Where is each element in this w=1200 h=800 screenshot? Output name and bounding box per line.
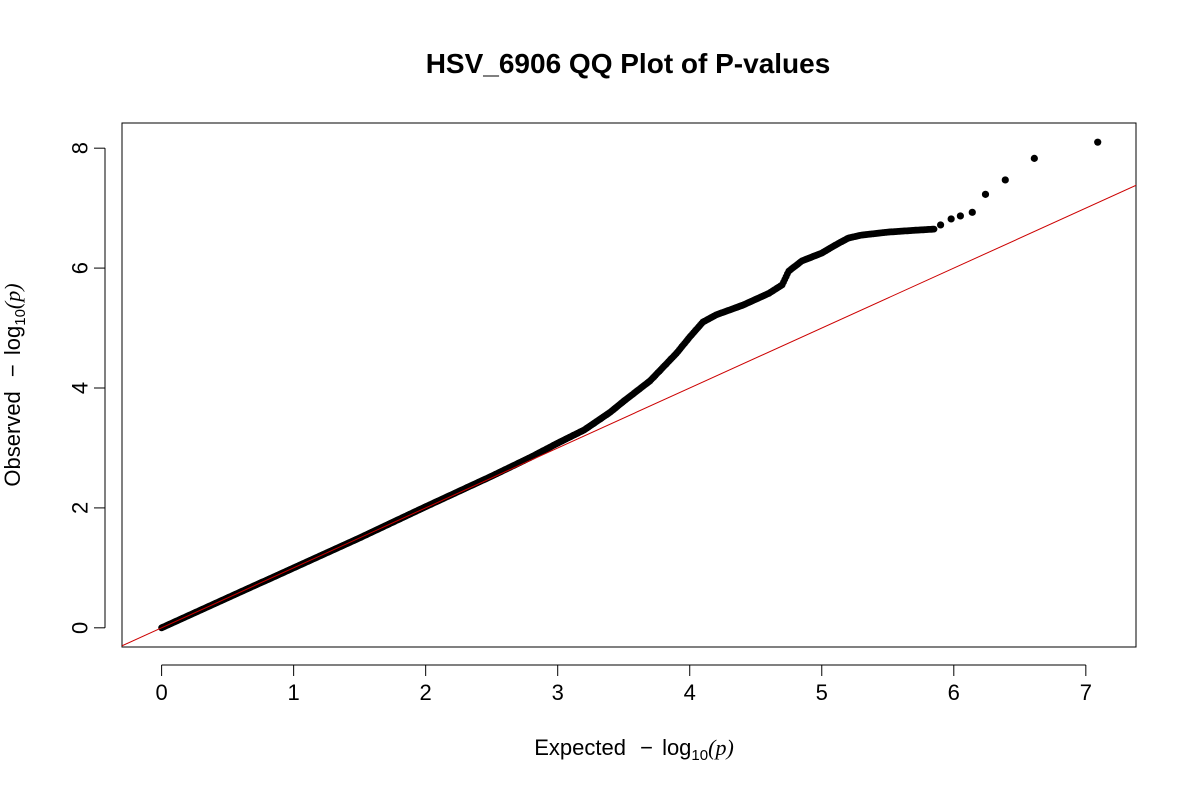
- x-tick-label: 4: [684, 680, 696, 705]
- data-point: [936, 221, 945, 229]
- data-point: [930, 225, 938, 233]
- y-axis-label-log: log: [0, 326, 25, 355]
- x-axis-label-prefix: Expected: [534, 735, 626, 760]
- data-point: [1094, 138, 1102, 146]
- x-axis: 0 1 2 3 4 5 6 7: [155, 664, 1092, 705]
- data-point: [1001, 176, 1009, 184]
- x-tick-label: 7: [1080, 680, 1092, 705]
- x-tick-label: 5: [816, 680, 828, 705]
- data-point: [968, 208, 976, 216]
- x-axis-label-var: p: [713, 735, 726, 760]
- y-tick-label: 8: [68, 142, 93, 154]
- y-axis-label-minus: −: [0, 364, 25, 377]
- x-tick-label: 0: [155, 680, 167, 705]
- reference-line: [122, 184, 1136, 647]
- chart-title: HSV_6906 QQ Plot of P-values: [426, 48, 831, 79]
- x-axis-label-close: ): [724, 735, 733, 760]
- x-tick-label: 6: [948, 680, 960, 705]
- y-axis-label-sub: 10: [12, 309, 29, 326]
- y-tick-label: 6: [68, 262, 93, 274]
- data-points: [158, 138, 1102, 632]
- data-point: [956, 212, 964, 220]
- y-axis-label-open: (: [0, 300, 25, 309]
- y-axis-label-var: p: [0, 291, 25, 304]
- y-tick-label: 2: [68, 502, 93, 514]
- x-tick-label: 1: [288, 680, 300, 705]
- x-axis-label-minus: −: [640, 735, 653, 760]
- y-axis: 0 2 4 6 8: [68, 142, 106, 634]
- x-tick-label: 3: [552, 680, 564, 705]
- x-axis-label-open: (: [708, 735, 717, 760]
- x-tick-label: 2: [420, 680, 432, 705]
- plot-frame: [121, 122, 1137, 648]
- x-axis-label: Expected − log10(p): [534, 735, 734, 764]
- x-axis-label-sub: 10: [691, 747, 708, 764]
- x-axis-label-log: log: [662, 735, 691, 760]
- y-tick-label: 4: [68, 382, 93, 394]
- y-axis-label-prefix: Observed: [0, 391, 25, 486]
- y-axis-label-close: ): [0, 283, 25, 292]
- y-tick-label: 0: [68, 622, 93, 634]
- y-axis-label: Observed − log10(p): [0, 283, 29, 486]
- data-point: [981, 190, 990, 198]
- data-point: [947, 215, 955, 223]
- data-point: [1030, 154, 1038, 162]
